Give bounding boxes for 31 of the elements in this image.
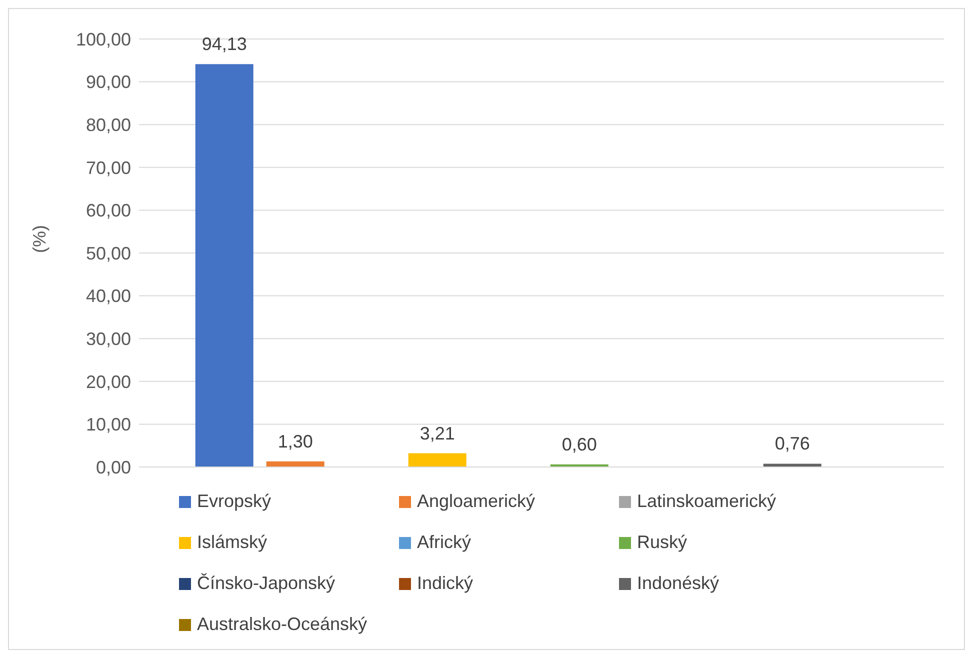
y-tick-label: 40,00	[86, 286, 131, 306]
y-tick-label: 70,00	[86, 158, 131, 178]
data-label: 3,21	[420, 423, 455, 444]
legend-label: Islámský	[197, 532, 268, 553]
y-tick-label: 30,00	[86, 328, 131, 349]
legend-label: Angloamerický	[417, 491, 536, 512]
bar	[195, 64, 254, 467]
legend-label: Čínsko-Japonský	[197, 573, 336, 594]
legend-label: Ruský	[637, 532, 688, 553]
data-label: 94,13	[202, 34, 247, 54]
y-tick-label: 100,00	[76, 29, 131, 50]
y-tick-label: 50,00	[86, 243, 131, 264]
data-label: 0,60	[562, 434, 597, 454]
data-label: 0,76	[774, 434, 810, 454]
legend-label: Indonéský	[637, 573, 720, 594]
bar	[266, 461, 324, 467]
legend-label: Indický	[417, 573, 474, 594]
y-tick-label: 90,00	[86, 72, 131, 92]
legend-label: Latinskoamerický	[637, 491, 776, 512]
legend-label: Australsko-Oceánský	[197, 614, 368, 635]
y-tick-label: 20,00	[86, 372, 131, 392]
y-tick-label: 0,00	[96, 457, 131, 478]
y-tick-label: 80,00	[86, 114, 131, 135]
data-label: 1,30	[278, 431, 313, 452]
y-axis-title: (%)	[29, 225, 50, 253]
y-tick-label: 10,00	[86, 414, 131, 435]
legend-label: Africký	[417, 532, 471, 553]
bar	[763, 464, 822, 467]
bar	[408, 453, 466, 467]
legend-label: Evropský	[197, 491, 272, 512]
y-tick-label: 60,00	[86, 200, 131, 221]
